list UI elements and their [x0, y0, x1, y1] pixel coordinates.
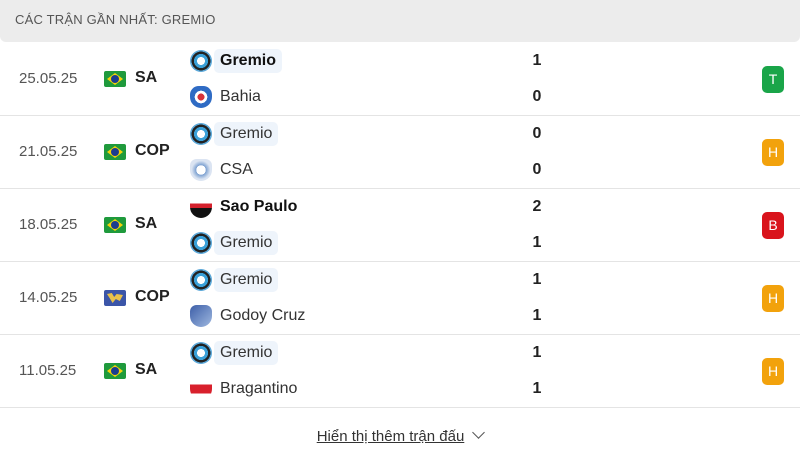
away-score: 1 [532, 380, 542, 397]
home-team[interactable]: Sao Paulo [190, 194, 303, 220]
away-team[interactable]: Bahia [190, 84, 267, 110]
match-row[interactable]: 25.05.25 SA Gremio Bahia 1 0 T [0, 43, 800, 116]
match-row[interactable]: 18.05.25 SA Sao Paulo Gremio 2 1 B [0, 189, 800, 262]
away-score: 1 [532, 307, 542, 324]
home-score: 0 [532, 125, 542, 142]
away-team[interactable]: Godoy Cruz [190, 303, 311, 329]
match-row[interactable]: 14.05.25 COP Gremio Godoy Cruz 1 1 H [0, 262, 800, 335]
competition[interactable]: COP [135, 142, 170, 159]
section-title: CÁC TRẬN GẦN NHẤT: GREMIO [15, 12, 216, 27]
gremio-logo-icon [190, 342, 212, 364]
team-name[interactable]: Gremio [214, 231, 279, 255]
home-team[interactable]: Gremio [190, 121, 279, 147]
competition[interactable]: COP [135, 288, 170, 305]
away-score: 0 [532, 88, 542, 105]
away-team[interactable]: CSA [190, 157, 259, 183]
result-badge: H [762, 139, 784, 166]
competition[interactable]: SA [135, 215, 158, 232]
home-score: 2 [532, 198, 542, 215]
chevron-down-icon[interactable] [472, 426, 486, 439]
home-score: 1 [532, 344, 542, 361]
home-score: 1 [532, 52, 542, 69]
competition[interactable]: SA [135, 361, 158, 378]
match-date: 25.05.25 [19, 70, 78, 87]
team-name[interactable]: Gremio [214, 122, 279, 146]
show-more-container: Hiển thị thêm trận đấu [0, 426, 800, 445]
gremio-logo-icon [190, 123, 212, 145]
team-name[interactable]: Godoy Cruz [220, 307, 306, 324]
godoy-logo-icon [190, 305, 212, 327]
brazil-flag-icon [104, 217, 126, 233]
team-name[interactable]: Sao Paulo [220, 198, 298, 215]
match-row[interactable]: 21.05.25 COP Gremio CSA 0 0 H [0, 116, 800, 189]
result-badge: B [762, 212, 784, 239]
home-team[interactable]: Gremio [190, 48, 283, 74]
result-badge: H [762, 358, 784, 385]
team-name[interactable]: Gremio [214, 268, 279, 292]
bahia-logo-icon [190, 86, 212, 108]
home-team[interactable]: Gremio [190, 267, 279, 293]
away-team[interactable]: Bragantino [190, 376, 303, 402]
brazil-flag-icon [104, 363, 126, 379]
home-score: 1 [532, 271, 542, 288]
result-badge: T [762, 66, 784, 93]
team-name[interactable]: Bahia [220, 88, 261, 105]
brag-logo-icon [190, 378, 212, 400]
gremio-logo-icon [190, 232, 212, 254]
match-date: 11.05.25 [19, 362, 77, 379]
match-date: 14.05.25 [19, 289, 78, 306]
competition[interactable]: SA [135, 69, 158, 86]
gremio-logo-icon [190, 269, 212, 291]
show-more-link[interactable]: Hiển thị thêm trận đấu [316, 428, 465, 445]
away-score: 0 [532, 161, 542, 178]
team-name[interactable]: Gremio [214, 341, 279, 365]
brazil-flag-icon [104, 144, 126, 160]
team-name[interactable]: Gremio [214, 49, 283, 73]
section-header: CÁC TRẬN GẦN NHẤT: GREMIO [0, 0, 800, 42]
home-team[interactable]: Gremio [190, 340, 279, 366]
match-date: 18.05.25 [19, 216, 78, 233]
team-name[interactable]: CSA [220, 161, 253, 178]
match-date: 21.05.25 [19, 143, 78, 160]
brazil-flag-icon [104, 71, 126, 87]
result-badge: H [762, 285, 784, 312]
team-name[interactable]: Bragantino [220, 380, 298, 397]
world-flag-icon [104, 290, 126, 306]
away-score: 1 [532, 234, 542, 251]
away-team[interactable]: Gremio [190, 230, 279, 256]
sao-logo-icon [190, 196, 212, 218]
csa-logo-icon [190, 159, 212, 181]
match-row[interactable]: 11.05.25 SA Gremio Bragantino 1 1 H [0, 335, 800, 408]
gremio-logo-icon [190, 50, 212, 72]
